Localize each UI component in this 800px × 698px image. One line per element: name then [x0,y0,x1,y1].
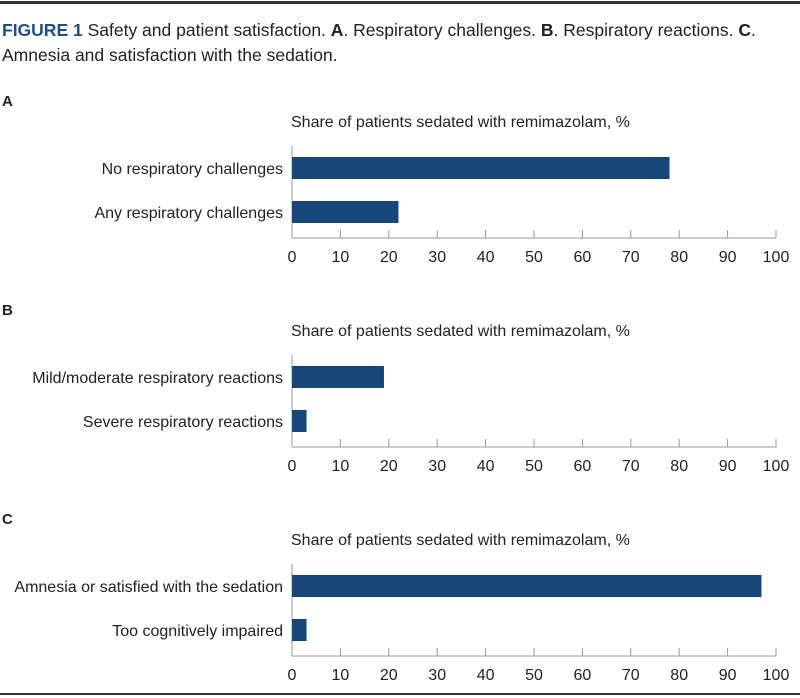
x-tick-label: 20 [380,249,398,266]
x-tick-label: 70 [622,667,640,684]
x-tick-label: 50 [525,667,543,684]
category-label: Any respiratory challenges [94,205,283,222]
panel-label: A [2,93,13,110]
x-tick-label: 0 [288,458,297,475]
panel-label: C [2,511,13,528]
bar [292,201,399,223]
x-tick-label: 70 [622,458,640,475]
x-tick-label: 20 [380,458,398,475]
x-tick-label: 30 [428,458,446,475]
x-tick-label: 80 [670,667,688,684]
x-tick-label: 30 [428,249,446,266]
caption-b: B [540,20,554,40]
panel-label: B [2,302,13,319]
bar [292,619,307,641]
chart-title: Share of patients sedated with remimazol… [291,114,630,131]
bar [292,410,307,432]
caption-text: . Respiratory reactions. [553,20,739,40]
x-tick-label: 10 [332,458,350,475]
caption-text: Safety and patient satisfaction. [82,20,331,40]
x-tick-label: 50 [525,249,543,266]
caption-text: . Amnesia and satisfaction with the seda… [2,20,756,65]
x-tick-label: 100 [763,249,790,266]
x-tick-label: 40 [477,249,495,266]
x-tick-label: 70 [622,249,640,266]
x-tick-label: 90 [719,249,737,266]
x-tick-label: 90 [719,458,737,475]
figure-caption: FIGURE 1 Safety and patient satisfaction… [2,18,792,68]
x-tick-label: 0 [288,667,297,684]
x-tick-label: 60 [574,667,592,684]
x-tick-label: 80 [670,458,688,475]
top-rule [0,1,800,4]
category-label: Severe respiratory reactions [83,414,283,431]
x-tick-label: 60 [574,458,592,475]
x-tick-label: 40 [477,458,495,475]
category-label: Amnesia or satisfied with the sedation [14,579,283,596]
x-tick-label: 100 [763,667,790,684]
category-label: Too cognitively impaired [112,623,283,640]
x-tick-label: 90 [719,667,737,684]
figure-label: FIGURE 1 [2,20,83,40]
x-tick-label: 30 [428,667,446,684]
category-label: Mild/moderate respiratory reactions [32,370,283,387]
caption-a: A [330,20,344,40]
category-label: No respiratory challenges [102,161,283,178]
x-tick-label: 10 [332,249,350,266]
bar [292,575,762,597]
x-tick-label: 100 [763,458,790,475]
x-tick-label: 20 [380,667,398,684]
caption-text: . Respiratory challenges. [343,20,541,40]
x-tick-label: 40 [477,667,495,684]
bar [292,366,384,388]
bar [292,157,670,179]
x-tick-label: 0 [288,249,297,266]
x-tick-label: 80 [670,249,688,266]
chart-title: Share of patients sedated with remimazol… [291,323,630,340]
x-tick-label: 50 [525,458,543,475]
x-tick-label: 10 [332,667,350,684]
chart-title: Share of patients sedated with remimazol… [291,532,630,549]
bottom-rule [0,693,800,695]
x-tick-label: 60 [574,249,592,266]
caption-c: C [738,20,751,40]
